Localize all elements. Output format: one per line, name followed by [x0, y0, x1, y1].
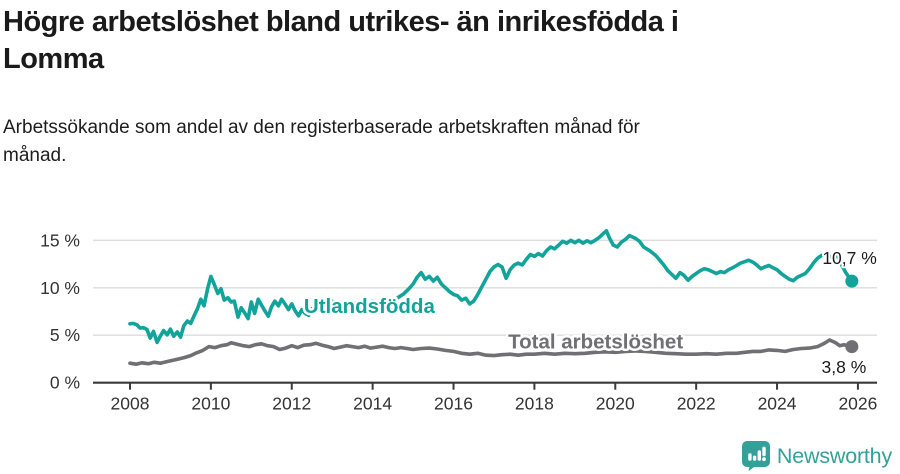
title-line-1: Högre arbetslöshet bland utrikes- än inr… [3, 6, 679, 38]
unemployment-line-chart: 2008 2010 2012 2014 2016 2018 2020 2022 2024 2026… [0, 200, 900, 436]
end-value-total: 3,8 % [822, 357, 867, 377]
subtitle-line-1: Arbetssökande som andel av den registerb… [3, 117, 640, 138]
y-tick-label-10: 10 % [40, 278, 80, 298]
series-label-utlandsfodda: Utlandsfödda [304, 295, 436, 318]
subtitle-line-2: månad. [3, 145, 67, 166]
newsworthy-logo-text: Newsworthy [776, 443, 892, 468]
y-tick-label-15: 15 % [40, 230, 80, 250]
newsworthy-logo: Newsworthy [741, 441, 892, 471]
series-total-end-dot [845, 340, 859, 354]
y-tick-label-5: 5 % [50, 325, 80, 345]
x-tick-label-2020: 2020 [596, 394, 635, 414]
bar-chart-speech-bubble-icon [741, 441, 770, 471]
x-tick-label-2024: 2024 [758, 394, 797, 414]
x-tick-label-2012: 2012 [272, 394, 311, 414]
series-total-line [128, 338, 854, 366]
end-value-utlandsfodda: 10,7 % [822, 248, 876, 268]
page-title: Högre arbetslöshet bland utrikes- än inr… [3, 4, 863, 78]
x-tick-label-2014: 2014 [353, 394, 392, 414]
x-tick-label-2022: 2022 [677, 394, 716, 414]
x-tick-label-2016: 2016 [434, 394, 473, 414]
x-tick-label-2010: 2010 [191, 394, 230, 414]
x-tick-label-2026: 2026 [838, 394, 877, 414]
x-tick-label-2008: 2008 [111, 394, 150, 414]
chart-svg: 2008 2010 2012 2014 2016 2018 2020 2022 2024 2026… [40, 228, 879, 414]
series-utlandsfodda-line [128, 228, 854, 345]
x-tick-label-2018: 2018 [515, 394, 554, 414]
series-label-total: Total arbetslöshet [508, 331, 683, 354]
chart-subtitle: Arbetssökande som andel av den registerb… [3, 114, 863, 170]
title-line-2: Lomma [3, 43, 104, 75]
y-tick-label-0: 0 % [50, 373, 80, 393]
series-utlandsfodda-end-dot [845, 274, 859, 288]
